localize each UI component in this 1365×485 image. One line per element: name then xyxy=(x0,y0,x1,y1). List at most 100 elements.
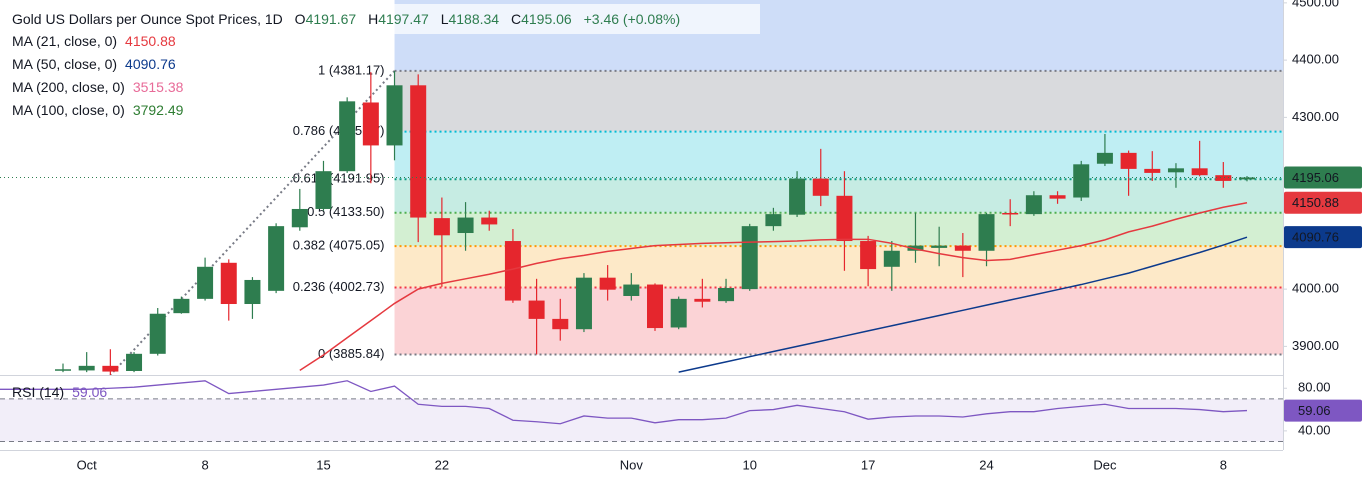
candle-body xyxy=(386,85,403,146)
fib-label: 1 (4381.17) xyxy=(318,62,385,77)
candle-body xyxy=(410,85,427,218)
ohlc-label: H xyxy=(368,11,378,27)
ohlc-value: 4188.34 xyxy=(448,11,499,27)
candle-body xyxy=(812,178,829,196)
candle-body xyxy=(1002,212,1019,215)
candle-body xyxy=(339,101,356,172)
x-tick-label: 8 xyxy=(1220,457,1227,472)
candle-body xyxy=(1120,152,1137,169)
ma-legend-value: 3792.49 xyxy=(133,102,184,118)
candle-body xyxy=(268,226,285,291)
y-tick-label: 4300.00 xyxy=(1292,109,1339,124)
y-tick-label: 40.00 xyxy=(1298,422,1331,437)
ohlc-label: C xyxy=(511,11,521,27)
candle-body xyxy=(315,171,332,209)
candle-body xyxy=(670,298,687,328)
rsi-name: RSI (14) xyxy=(12,384,64,400)
candle-body xyxy=(1049,195,1066,199)
candle-body xyxy=(647,284,663,329)
fib-band xyxy=(394,246,1283,288)
candle-body xyxy=(860,241,877,270)
candle-body xyxy=(457,217,474,234)
candle-body xyxy=(126,353,143,371)
ma-line xyxy=(299,202,1248,372)
candle-body xyxy=(552,318,569,330)
candle-body xyxy=(1167,168,1184,173)
price-tag xyxy=(1284,191,1362,214)
candle-body xyxy=(244,279,261,305)
candle-body xyxy=(883,250,900,267)
x-tick-label: Oct xyxy=(77,457,98,472)
ohlc-value: 4191.67 xyxy=(306,11,357,27)
y-tick-label: 3900.00 xyxy=(1292,338,1339,353)
legend-bg xyxy=(0,4,760,34)
candle-body xyxy=(362,102,379,146)
ohlc-value: 4197.47 xyxy=(378,11,429,27)
rsi-value: 59.06 xyxy=(72,384,107,400)
x-tick-label: Dec xyxy=(1093,457,1117,472)
rsi-tag xyxy=(1284,399,1362,422)
candle-body xyxy=(931,245,948,248)
candle-body xyxy=(149,313,166,354)
ma-legend: MA (200, close, 0) 3515.38 xyxy=(12,79,184,95)
candle-body xyxy=(291,208,308,228)
x-tick-label: Nov xyxy=(620,457,644,472)
ma-legend-value: 4090.76 xyxy=(125,56,176,72)
candle-body xyxy=(433,218,450,236)
legend-bg xyxy=(0,32,245,127)
price-tag-label: 4090.76 xyxy=(1292,230,1339,245)
x-tick-label: 10 xyxy=(742,457,756,472)
ohlc-label: L xyxy=(441,11,449,27)
candle-body xyxy=(1191,168,1208,176)
y-tick-label: 80.00 xyxy=(1298,380,1331,395)
ma-legend-name: MA (50, close, 0) xyxy=(12,56,117,72)
candle-body xyxy=(173,298,190,314)
candle-body xyxy=(102,365,119,372)
candle-body xyxy=(765,214,782,227)
change: +3.46 (+0.08%) xyxy=(584,11,681,27)
title: Gold US Dollars per Ounce Spot Prices, 1… xyxy=(12,11,283,27)
x-tick-label: 15 xyxy=(316,457,330,472)
candle-body xyxy=(1215,175,1232,181)
candle-body xyxy=(623,284,640,296)
fib-label: 0.236 (4002.73) xyxy=(293,279,385,294)
candle-body xyxy=(789,178,806,215)
rsi-tag-label: 59.06 xyxy=(1298,403,1331,418)
candle-body xyxy=(978,214,995,251)
fib-band xyxy=(394,70,1283,132)
chart-title: Gold US Dollars per Ounce Spot Prices, 1… xyxy=(12,11,680,27)
candle-body xyxy=(1096,152,1113,164)
ma-legend-name: MA (21, close, 0) xyxy=(12,33,117,49)
ma-legend: MA (100, close, 0) 3792.49 xyxy=(12,102,184,118)
candle-body xyxy=(528,300,545,319)
y-tick-label: 4400.00 xyxy=(1292,52,1339,67)
rsi-line xyxy=(63,380,1248,425)
candle-body xyxy=(504,241,521,301)
ohlc-value: 4195.06 xyxy=(521,11,572,27)
rsi-legend: RSI (14) 59.06 xyxy=(12,384,107,400)
y-tick-label: 4500.00 xyxy=(1292,0,1339,9)
ohlc-label: O xyxy=(295,11,306,27)
candle-body xyxy=(481,217,498,225)
candle-body xyxy=(954,245,971,251)
candle-body xyxy=(575,277,592,330)
price-tag-label: 4150.88 xyxy=(1292,195,1339,210)
candle-body xyxy=(718,287,735,302)
candle-body xyxy=(741,226,758,290)
candle-body xyxy=(599,277,616,290)
legend: Gold US Dollars per Ounce Spot Prices, 1… xyxy=(0,4,760,400)
price-tag xyxy=(1284,226,1362,249)
plot-area: 1 (4381.17)0.786 (4275.17)0.618 (4191.95… xyxy=(0,0,1283,443)
x-tick-label: 22 xyxy=(435,457,449,472)
ma-legend-value: 3515.38 xyxy=(133,79,184,95)
fib-band xyxy=(394,287,1283,355)
candle-body xyxy=(55,369,71,371)
candle-body xyxy=(1025,195,1042,215)
fib-label: 0 (3885.84) xyxy=(318,346,385,361)
x-tick-label: 17 xyxy=(861,457,875,472)
ma-legend: MA (21, close, 0) 4150.88 xyxy=(12,33,176,49)
price-tag-label: 4195.06 xyxy=(1292,170,1339,185)
candle-body xyxy=(694,298,711,302)
